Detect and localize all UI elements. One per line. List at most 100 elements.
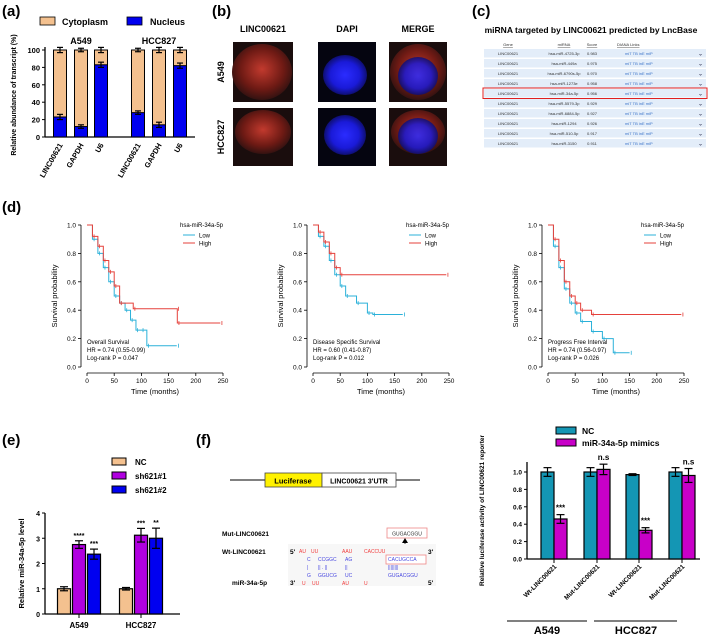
chevron-down-icon[interactable]: ⌄ [698,112,703,118]
table-cell-mirna: hsa-miR-449a [551,61,577,66]
table-row[interactable]: LINC00621 hsa-miR-449a 0.975 miT TB inE miP… [484,59,706,68]
table-row-bg [484,89,706,98]
table-row[interactable]: LINC00621 hsa-miR-1273e 0.958 miT TB inE mi… [484,79,706,88]
y-tick-label: 0.4 [67,308,76,315]
km-stat: Log-rank P = 0.012 [313,356,365,362]
significance-label: *** [90,541,98,548]
svg-text:G: G [307,573,311,579]
table-cell-links: miT TB inE miP [625,81,653,86]
table-row[interactable]: LINC00621 hsa-miR-1294 0.926 miT TB inE miP… [484,119,706,128]
svg-text:U: U [364,581,368,587]
mir-label: miR-34a-5p [232,580,267,587]
y-axis-label-line1: Relative luciferase activity of LINC0062… [479,435,486,586]
table-cell-links: miT TB inE miP [625,61,653,66]
chevron-down-icon[interactable]: ⌄ [698,102,703,108]
image-a549-merge [389,42,447,102]
group-label: HCC827 [142,36,177,46]
chevron-down-icon[interactable]: ⌄ [698,72,703,78]
table-row[interactable]: LINC00621 hsa-miR-5579-3p 0.929 miT TB inE … [484,99,706,108]
table-cell-mirna: hsa-miR-3150 [551,141,577,146]
table-header: Score [587,42,598,47]
km-stat: Progress Free Interval [548,340,607,346]
chevron-down-icon[interactable]: ⌄ [698,142,703,148]
y-tick-label: 0.0 [513,557,522,564]
wt-label: Wt-LINC00621 [222,549,266,556]
legend-label: sh621#1 [135,472,167,481]
legend-label: miR-34a-5p mimics [582,438,660,448]
svg-text:GGUCG: GGUCG [318,573,337,579]
utr-box [321,472,397,488]
x-tick-label: HCC827 [126,621,157,630]
significance-label: *** [556,504,566,513]
table-cell-gene: LINC00621 [498,111,519,116]
svg-text:UU: UU [311,549,319,555]
y-axis-label: Survival probability [50,264,59,327]
table-cell-gene: LINC00621 [498,131,519,136]
bar-nc [118,588,134,615]
chevron-down-icon[interactable]: ⌄ [698,132,703,138]
bar-sh621-1 [71,543,87,615]
chevron-down-icon[interactable]: ⌄ [698,92,703,98]
svg-text:C: C [307,557,311,563]
km-stat: Overall Survival [87,340,129,346]
chevron-down-icon[interactable]: ⌄ [698,52,703,58]
table-row[interactable]: LINC00621 hsa-miR-4725-3p 0.983 miT TB inE … [484,49,706,58]
svg-text:AU: AU [299,549,306,555]
chevron-down-icon[interactable]: ⌄ [698,62,703,68]
chevron-down-icon[interactable]: ⌄ [698,82,703,88]
x-axis-label: Time (months) [357,387,406,396]
svg-text:|| . ||: || . || [318,565,327,571]
y-tick-label: 0.6 [293,279,302,286]
table-row[interactable]: LINC00621 hsa-miR-510-5p 0.917 miT TB inE m… [484,129,706,138]
legend-label: High [660,242,672,248]
table-cell-gene: LINC00621 [498,71,519,76]
y-tick-label: 0.6 [67,279,76,286]
table-row[interactable]: LINC00621 hsa-miR-6790s-5p 0.970 miT TB inE… [484,69,706,78]
y-tick-label: 0 [36,133,40,142]
y-tick-label: 0.8 [67,251,76,258]
table-cell-links: miT TB inE miP [625,91,653,96]
table-row[interactable]: LINC00621 hsa-miR-6884-5p 0.927 miT TB inE … [484,109,706,118]
legend-swatch [111,485,127,494]
row-label-hcc827: HCC827 [216,120,226,155]
km-stat: HR = 0.74 (0.55-0.99) [87,348,145,354]
bar-nucleus [173,65,187,138]
y-axis-label: Survival probability [511,264,520,327]
x-tick-label: Mut-LINC00621 [563,563,601,601]
table-row[interactable]: LINC00621 hsa-miR-34a-5p 0.956 miT TB inE m… [482,87,708,99]
x-tick-label: 200 [190,378,201,385]
km-stat: Log-rank P = 0.047 [87,356,139,362]
svg-text:|: | [307,565,308,571]
legend-label-nucleus: Nucleus [150,17,185,27]
bar-sh621-2 [148,537,164,615]
table-cell-gene: LINC00621 [498,51,519,56]
panel-f-construct: Luciferase LINC00621 3'UTR Mut-LINC00621… [222,472,436,587]
table-row[interactable]: LINC00621 hsa-miR-3150 0.911 miT TB inE miP… [484,139,706,148]
y-axis-label: Survival probability [276,264,285,327]
y-tick-label: 0.2 [513,539,522,546]
table-row-bg [484,129,706,138]
bar-mimics [596,468,611,560]
chevron-down-icon[interactable]: ⌄ [698,122,703,128]
y-tick-label: 0.6 [513,504,522,511]
bar-nc [583,471,598,560]
svg-text:CACUGCCA: CACUGCCA [388,557,417,563]
legend-label: Low [660,234,672,240]
table-row-bg [484,109,706,118]
table-cell-gene: LINC00621 [498,61,519,66]
table-cell-links: miT TB inE miP [625,71,653,76]
legend-label: NC [582,426,594,436]
x-tick-label: U6 [93,142,106,155]
panel-e-chart: NC sh621#1 sh621#2 0 1 2 3 4 Relative miR-34a-5p… [17,457,180,630]
km-stat: Disease Specific Survival [313,340,380,346]
y-tick-label: 0.2 [67,336,76,343]
legend-title: hsa-miR-34a-5p [641,223,685,229]
legend-swatch [111,471,127,480]
table-cell-mirna: hsa-miR-5579-3p [549,101,581,106]
x-tick-label: 150 [624,378,635,385]
image-a549-linc00621 [232,42,293,102]
table-cell-score: 0.929 [587,101,598,106]
km-curve-low [548,224,630,354]
table-cell-links: miT TB inE miP [625,101,653,106]
